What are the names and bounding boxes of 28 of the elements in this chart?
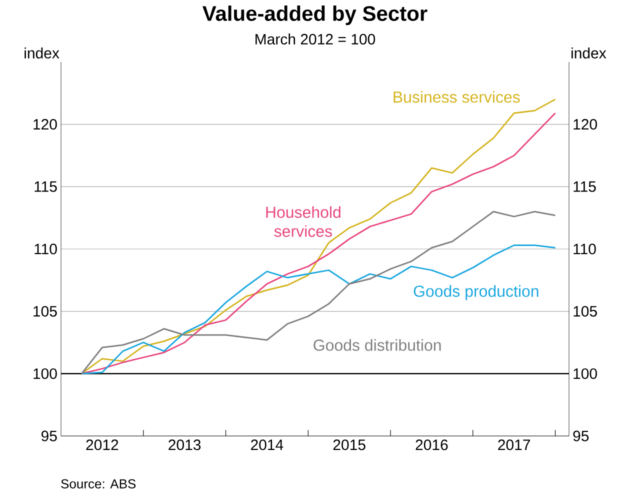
y-tick-label: 95	[41, 430, 57, 442]
series-label: Goods distribution	[314, 339, 441, 351]
y-axis-title: index	[24, 47, 60, 58]
series-label: Household services	[266, 206, 340, 237]
y-tick-label: 120	[34, 119, 57, 130]
y2-tick-label: 100	[574, 368, 597, 379]
chart-subtitle: March 2012 = 100	[256, 34, 376, 45]
y-tick-label: 110	[34, 244, 57, 254]
y2-tick-label: 110	[574, 244, 596, 254]
y2-tick-label: 95	[573, 430, 589, 442]
y2-tick-label: 105	[574, 306, 597, 317]
source-note: Source: ABS	[61, 479, 136, 488]
series-label: Goods production	[414, 285, 538, 300]
x-tick-label: 2017	[498, 440, 530, 450]
y2-axis-title: index	[572, 47, 606, 58]
chart-title: Value-added by Sector	[202, 6, 428, 26]
y2-tick-label: 115	[574, 181, 596, 192]
line-series	[80, 244, 556, 374]
y2-tick-label: 120	[574, 119, 597, 130]
y-tick-label: 100	[34, 368, 57, 379]
y-tick-label: 115	[34, 181, 57, 192]
x-tick-label: 2013	[168, 440, 201, 450]
x-tick-label: 2015	[333, 440, 366, 450]
y-tick-label: 105	[34, 306, 57, 317]
x-tick-label: 2014	[251, 440, 284, 450]
x-tick-label: 2016	[416, 440, 448, 450]
x-tick-label: 2012	[86, 440, 118, 450]
series-label: Business services	[394, 91, 520, 103]
